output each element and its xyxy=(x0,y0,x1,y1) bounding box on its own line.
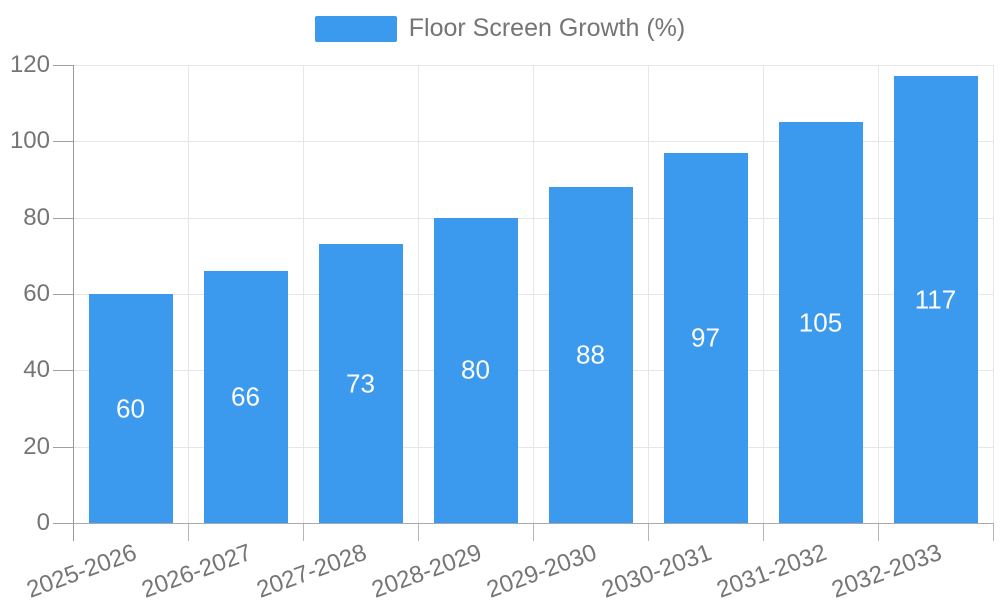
y-axis-label: 100 xyxy=(9,127,50,155)
y-axis-label: 40 xyxy=(23,356,50,384)
x-gridline xyxy=(303,65,304,523)
y-axis-label: 60 xyxy=(23,280,50,307)
y-axis-tick xyxy=(53,523,73,524)
x-axis-tick xyxy=(303,523,304,541)
x-gridline xyxy=(418,65,419,523)
bar-value-label: 80 xyxy=(461,354,490,385)
y-axis-tick xyxy=(53,217,73,219)
bar-value-label: 117 xyxy=(914,284,957,315)
bar-value-label: 73 xyxy=(346,368,375,399)
chart-legend[interactable]: Floor Screen Growth (%) xyxy=(0,14,1000,43)
x-gridline xyxy=(878,65,879,523)
bar-2026-2027[interactable]: 66 xyxy=(203,271,288,523)
x-gridline xyxy=(188,65,189,523)
y-axis-tick xyxy=(53,65,73,66)
y-axis-line xyxy=(73,65,74,541)
x-gridline xyxy=(993,65,994,523)
bar-value-label: 97 xyxy=(691,322,720,353)
x-axis-tick xyxy=(418,523,419,541)
y-axis-tick xyxy=(53,446,73,448)
bar-value-label: 88 xyxy=(576,339,605,370)
x-axis-tick xyxy=(993,523,994,541)
legend-label: Floor Screen Growth (%) xyxy=(408,14,686,42)
bar-2031-2032[interactable]: 105 xyxy=(778,122,863,523)
y-axis-tick xyxy=(53,370,73,372)
bar-value-label: 105 xyxy=(798,307,843,338)
x-axis-line xyxy=(73,523,993,524)
y-axis-label: 120 xyxy=(9,51,50,78)
bar-2029-2030[interactable]: 88 xyxy=(548,187,633,523)
bar-2032-2033[interactable]: 117 xyxy=(893,76,978,523)
x-axis-tick xyxy=(878,523,879,541)
bar-2030-2031[interactable]: 97 xyxy=(663,152,748,523)
bar-2027-2028[interactable]: 73 xyxy=(318,244,403,523)
x-axis-tick xyxy=(763,523,764,541)
x-gridline xyxy=(763,65,764,523)
x-gridline xyxy=(648,65,649,523)
y-axis-tick xyxy=(53,141,73,143)
bar-2025-2026[interactable]: 60 xyxy=(88,294,173,523)
bar-value-label: 66 xyxy=(231,381,260,412)
x-gridline xyxy=(533,65,534,523)
bar-value-label: 60 xyxy=(116,393,145,423)
y-axis-label: 20 xyxy=(23,432,50,460)
x-axis-tick xyxy=(533,523,534,541)
legend-swatch xyxy=(314,15,397,42)
bar-2028-2029[interactable]: 80 xyxy=(433,217,518,523)
y-axis-label: 80 xyxy=(23,203,50,231)
y-axis-tick xyxy=(53,294,73,295)
x-axis-tick xyxy=(648,523,649,541)
x-axis-tick xyxy=(188,523,189,541)
y-axis-label: 0 xyxy=(36,509,50,536)
